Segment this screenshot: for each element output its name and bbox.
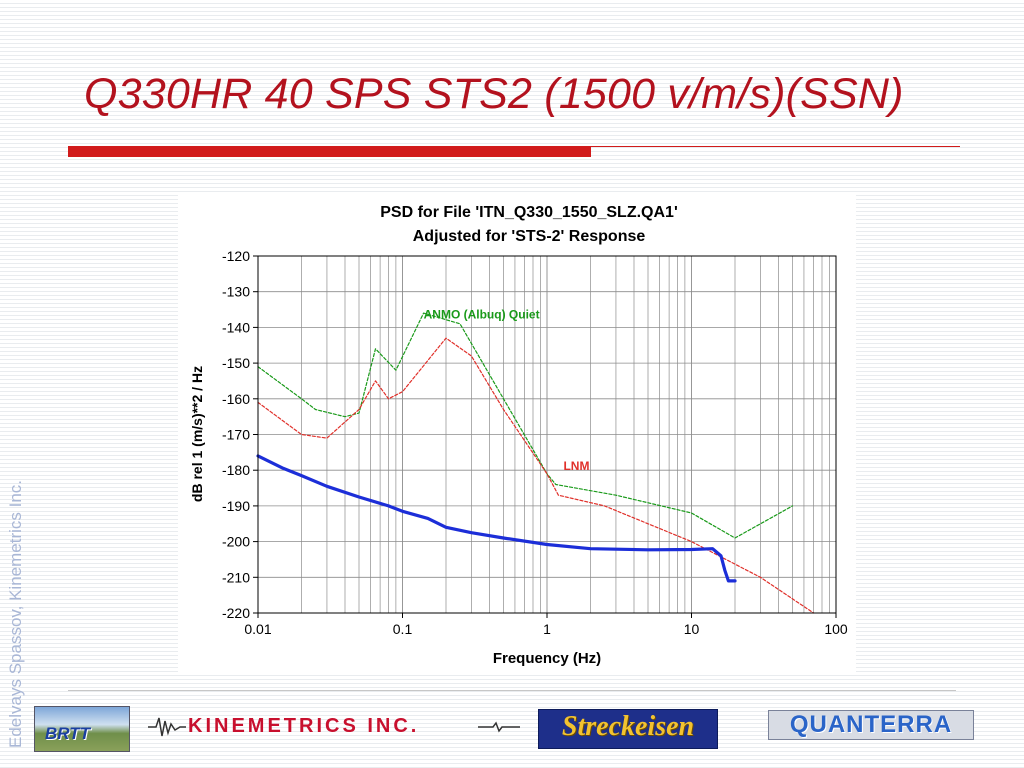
quanterra-logo: QUANTERRA (768, 710, 974, 740)
series-line-anmo-albuq-quiet (257, 312, 794, 539)
y-tick-label: -140 (222, 319, 250, 335)
title-accent-bar (68, 146, 591, 157)
x-tick-label: 100 (824, 621, 848, 637)
y-tick-label: -160 (222, 391, 250, 407)
x-tick-label: 0.01 (244, 621, 271, 637)
chart-title: PSD for File 'ITN_Q330_1550_SLZ.QA1' (380, 204, 678, 221)
title-accent-line (591, 146, 960, 147)
y-axis-label: dB rel 1 (m/s)**2 / Hz (189, 366, 205, 502)
brtt-logo: BRTT (34, 706, 130, 752)
y-tick-label: -220 (222, 605, 250, 621)
side-credit: Edelvays Spassov, Kinemetrics Inc. (6, 479, 25, 748)
psd-chart-panel: PSD for File 'ITN_Q330_1550_SLZ.QA1' Adj… (178, 195, 856, 673)
y-tick-label: -180 (222, 462, 250, 478)
x-axis-label: Frequency (Hz) (493, 650, 601, 667)
seismogram-trace-icon (148, 717, 520, 737)
series-labels: ANMO (Albuq) Quiet LNM (424, 307, 590, 473)
streckeisen-logo-text: Streckeisen (561, 711, 695, 742)
brtt-logo-text: BRTT (45, 724, 91, 743)
footer-divider (68, 690, 956, 691)
x-tick-label: 10 (684, 621, 700, 637)
psd-chart: PSD for File 'ITN_Q330_1550_SLZ.QA1' Adj… (189, 204, 848, 667)
y-tick-label: -150 (222, 355, 250, 371)
axis-ticks: -120 -130 -140 -150 -160 -170 -180 -190 -200 -210… (222, 248, 848, 637)
grid (257, 255, 836, 614)
series-lines (256, 312, 815, 614)
y-tick-label: -120 (222, 248, 250, 264)
series-line-measured-psd (256, 454, 737, 583)
quanterra-logo-text: QUANTERRA (789, 711, 953, 738)
x-tick-label: 0.1 (393, 621, 413, 637)
y-tick-label: -190 (222, 498, 250, 514)
y-tick-label: -130 (222, 284, 250, 300)
series-label: LNM (563, 459, 589, 473)
chart-subtitle: Adjusted for 'STS-2' Response (413, 228, 646, 245)
slide-title: Q330HR 40 SPS STS2 (1500 v/m/s)(SSN) (84, 70, 904, 118)
plot-frame (257, 255, 837, 614)
series-label: ANMO (Albuq) Quiet (424, 307, 540, 321)
series-line-lnm (257, 337, 815, 614)
streckeisen-logo: Streckeisen (538, 709, 718, 749)
x-tick-label: 1 (543, 621, 551, 637)
y-tick-label: -200 (222, 534, 250, 550)
kinemetrics-logo: KINEMETRICS INC. (148, 712, 520, 742)
kinemetrics-logo-text: KINEMETRICS INC. (188, 715, 420, 737)
y-tick-label: -210 (222, 569, 250, 585)
y-tick-label: -170 (222, 427, 250, 443)
